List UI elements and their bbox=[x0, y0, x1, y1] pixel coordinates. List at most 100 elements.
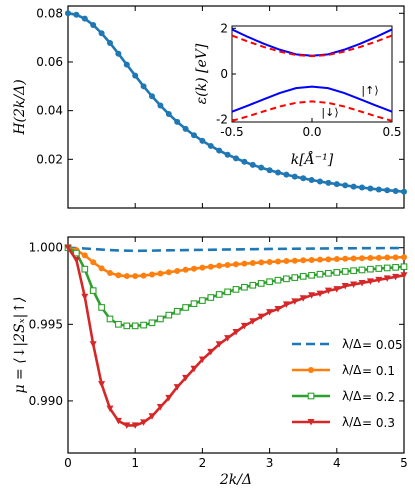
top-series-0-point bbox=[182, 125, 189, 132]
bottom-series-3-point bbox=[224, 335, 232, 342]
bottom-series-2-point bbox=[215, 291, 223, 298]
bottom-series-2-point bbox=[207, 294, 215, 301]
bottom-series-2-point bbox=[325, 269, 332, 277]
inset-y-axis-label: ε(k) [eV] bbox=[194, 43, 210, 104]
bottom-series-3-point bbox=[350, 281, 358, 288]
top-y-tick-label: 0.04 bbox=[36, 104, 63, 118]
bottom-series-2-point bbox=[115, 320, 122, 328]
bottom-series-3-point bbox=[358, 279, 366, 287]
bottom-series-1-point bbox=[367, 254, 374, 261]
top-series-0-point bbox=[132, 72, 139, 79]
bottom-series-3-point bbox=[123, 422, 131, 429]
bottom-series-1-point bbox=[107, 270, 113, 276]
top-series-0-point bbox=[325, 179, 332, 186]
top-series-0-point bbox=[73, 11, 80, 18]
bottom-series-2-point bbox=[350, 267, 357, 275]
legend-fraction-1: λ/Δ bbox=[342, 363, 362, 377]
bottom-series-2-point bbox=[81, 265, 89, 273]
bottom-series-2-point bbox=[308, 271, 315, 279]
top-series-0-point bbox=[157, 102, 164, 109]
bottom-series-2-point bbox=[148, 319, 156, 327]
legend-fraction-0: λ/Δ bbox=[342, 337, 362, 351]
bottom-series-1-point bbox=[308, 256, 315, 263]
inset-annotation-spin-down: |↓⟩ bbox=[321, 106, 338, 119]
bottom-series-2-point bbox=[140, 321, 147, 329]
bottom-series-3-point bbox=[98, 381, 106, 388]
top-series-0-point bbox=[65, 10, 71, 17]
bottom-x-tick-label: 4 bbox=[333, 456, 341, 470]
bottom-series-3-point bbox=[232, 328, 240, 336]
bottom-series-3-point bbox=[81, 293, 89, 301]
bottom-series-1-point bbox=[241, 260, 248, 267]
top-series-0-point bbox=[216, 147, 223, 154]
inset-x-tick-label: 0.5 bbox=[382, 125, 401, 139]
bottom-series-2-point bbox=[400, 263, 408, 271]
bottom-series-1-point bbox=[149, 271, 155, 278]
top-series-0-point bbox=[98, 30, 105, 37]
legend-value-0: = 0.05 bbox=[362, 338, 403, 352]
legend-fraction-3: λ/Δ bbox=[342, 415, 362, 429]
bottom-series-3-point bbox=[316, 290, 324, 298]
bottom-series-2-point bbox=[131, 322, 139, 330]
bottom-series-2-point bbox=[123, 322, 131, 330]
bottom-series-1-point bbox=[300, 257, 307, 264]
bottom-series-1-point bbox=[233, 261, 239, 268]
bottom-series-1-point bbox=[392, 254, 399, 261]
bottom-series-3-point bbox=[291, 298, 299, 305]
top-series-0-point bbox=[359, 184, 365, 191]
bottom-series-2-point bbox=[232, 286, 240, 293]
bottom-series-1-point bbox=[182, 266, 189, 273]
legend-fraction-2: λ/Δ bbox=[342, 389, 362, 403]
bottom-series-3-point bbox=[383, 275, 391, 282]
bottom-series-1-point bbox=[165, 269, 172, 276]
bottom-x-tick-label: 3 bbox=[266, 456, 274, 470]
bottom-series-1-point bbox=[174, 268, 181, 275]
bottom-plot-frame bbox=[67, 236, 405, 454]
bottom-series-3-point bbox=[72, 256, 80, 264]
inset-x-axis-label: k[Å⁻¹] bbox=[291, 150, 334, 168]
bottom-series-1-point bbox=[401, 254, 407, 261]
legend-value-3: = 0.3 bbox=[362, 416, 395, 430]
bottom-series-1-point bbox=[359, 255, 365, 262]
bottom-series-1-point bbox=[283, 258, 290, 265]
bottom-series-2-point bbox=[89, 287, 97, 294]
bottom-series-1-point bbox=[90, 259, 97, 266]
bottom-series-1-point bbox=[115, 272, 122, 279]
bottom-x-tick-label: 2 bbox=[199, 456, 207, 470]
top-series-0-point bbox=[266, 167, 273, 174]
top-series-0-point bbox=[140, 83, 147, 90]
bottom-series-3-point bbox=[198, 356, 206, 364]
bottom-series-0-line bbox=[67, 246, 405, 253]
top-y-axis-label: H(2k/Δ) bbox=[12, 79, 28, 135]
bottom-series-1-point bbox=[249, 260, 256, 267]
inset-series-1-line bbox=[231, 34, 393, 58]
bottom-series-2-point bbox=[358, 266, 366, 274]
bottom-series-2-point bbox=[182, 304, 189, 311]
bottom-x-tick-label: 5 bbox=[400, 456, 408, 470]
top-series-0-point bbox=[174, 118, 181, 125]
top-series-0-point bbox=[258, 164, 265, 171]
bottom-x-axis-label: 2k/Δ bbox=[219, 472, 252, 488]
bottom-series-1-point bbox=[132, 273, 139, 280]
top-series-0-point bbox=[191, 132, 197, 139]
bottom-series-3-point bbox=[140, 419, 148, 426]
bottom-series-2-point bbox=[165, 311, 173, 319]
bottom-series-2-point bbox=[291, 274, 299, 281]
bottom-series-2-point bbox=[190, 300, 198, 307]
inset-series-3-line bbox=[231, 100, 393, 122]
bottom-series-1-point bbox=[258, 259, 265, 266]
bottom-series-2-point bbox=[274, 276, 282, 284]
bottom-series-2-point bbox=[249, 281, 257, 289]
bottom-series-3-point bbox=[392, 273, 400, 281]
top-series-0-point bbox=[199, 137, 206, 144]
bottom-series-3-point bbox=[266, 309, 274, 316]
top-series-0-point bbox=[241, 158, 248, 165]
bottom-series-2-point bbox=[173, 307, 181, 315]
top-series-0-point bbox=[207, 142, 214, 149]
bottom-series-3-point bbox=[366, 278, 374, 285]
bottom-series-1-point bbox=[224, 262, 231, 269]
bottom-y-tick-label: 1.000 bbox=[29, 241, 63, 255]
bottom-series-1-point bbox=[325, 256, 332, 263]
bottom-series-2-point bbox=[316, 270, 324, 278]
bottom-series-2-point bbox=[367, 265, 374, 273]
